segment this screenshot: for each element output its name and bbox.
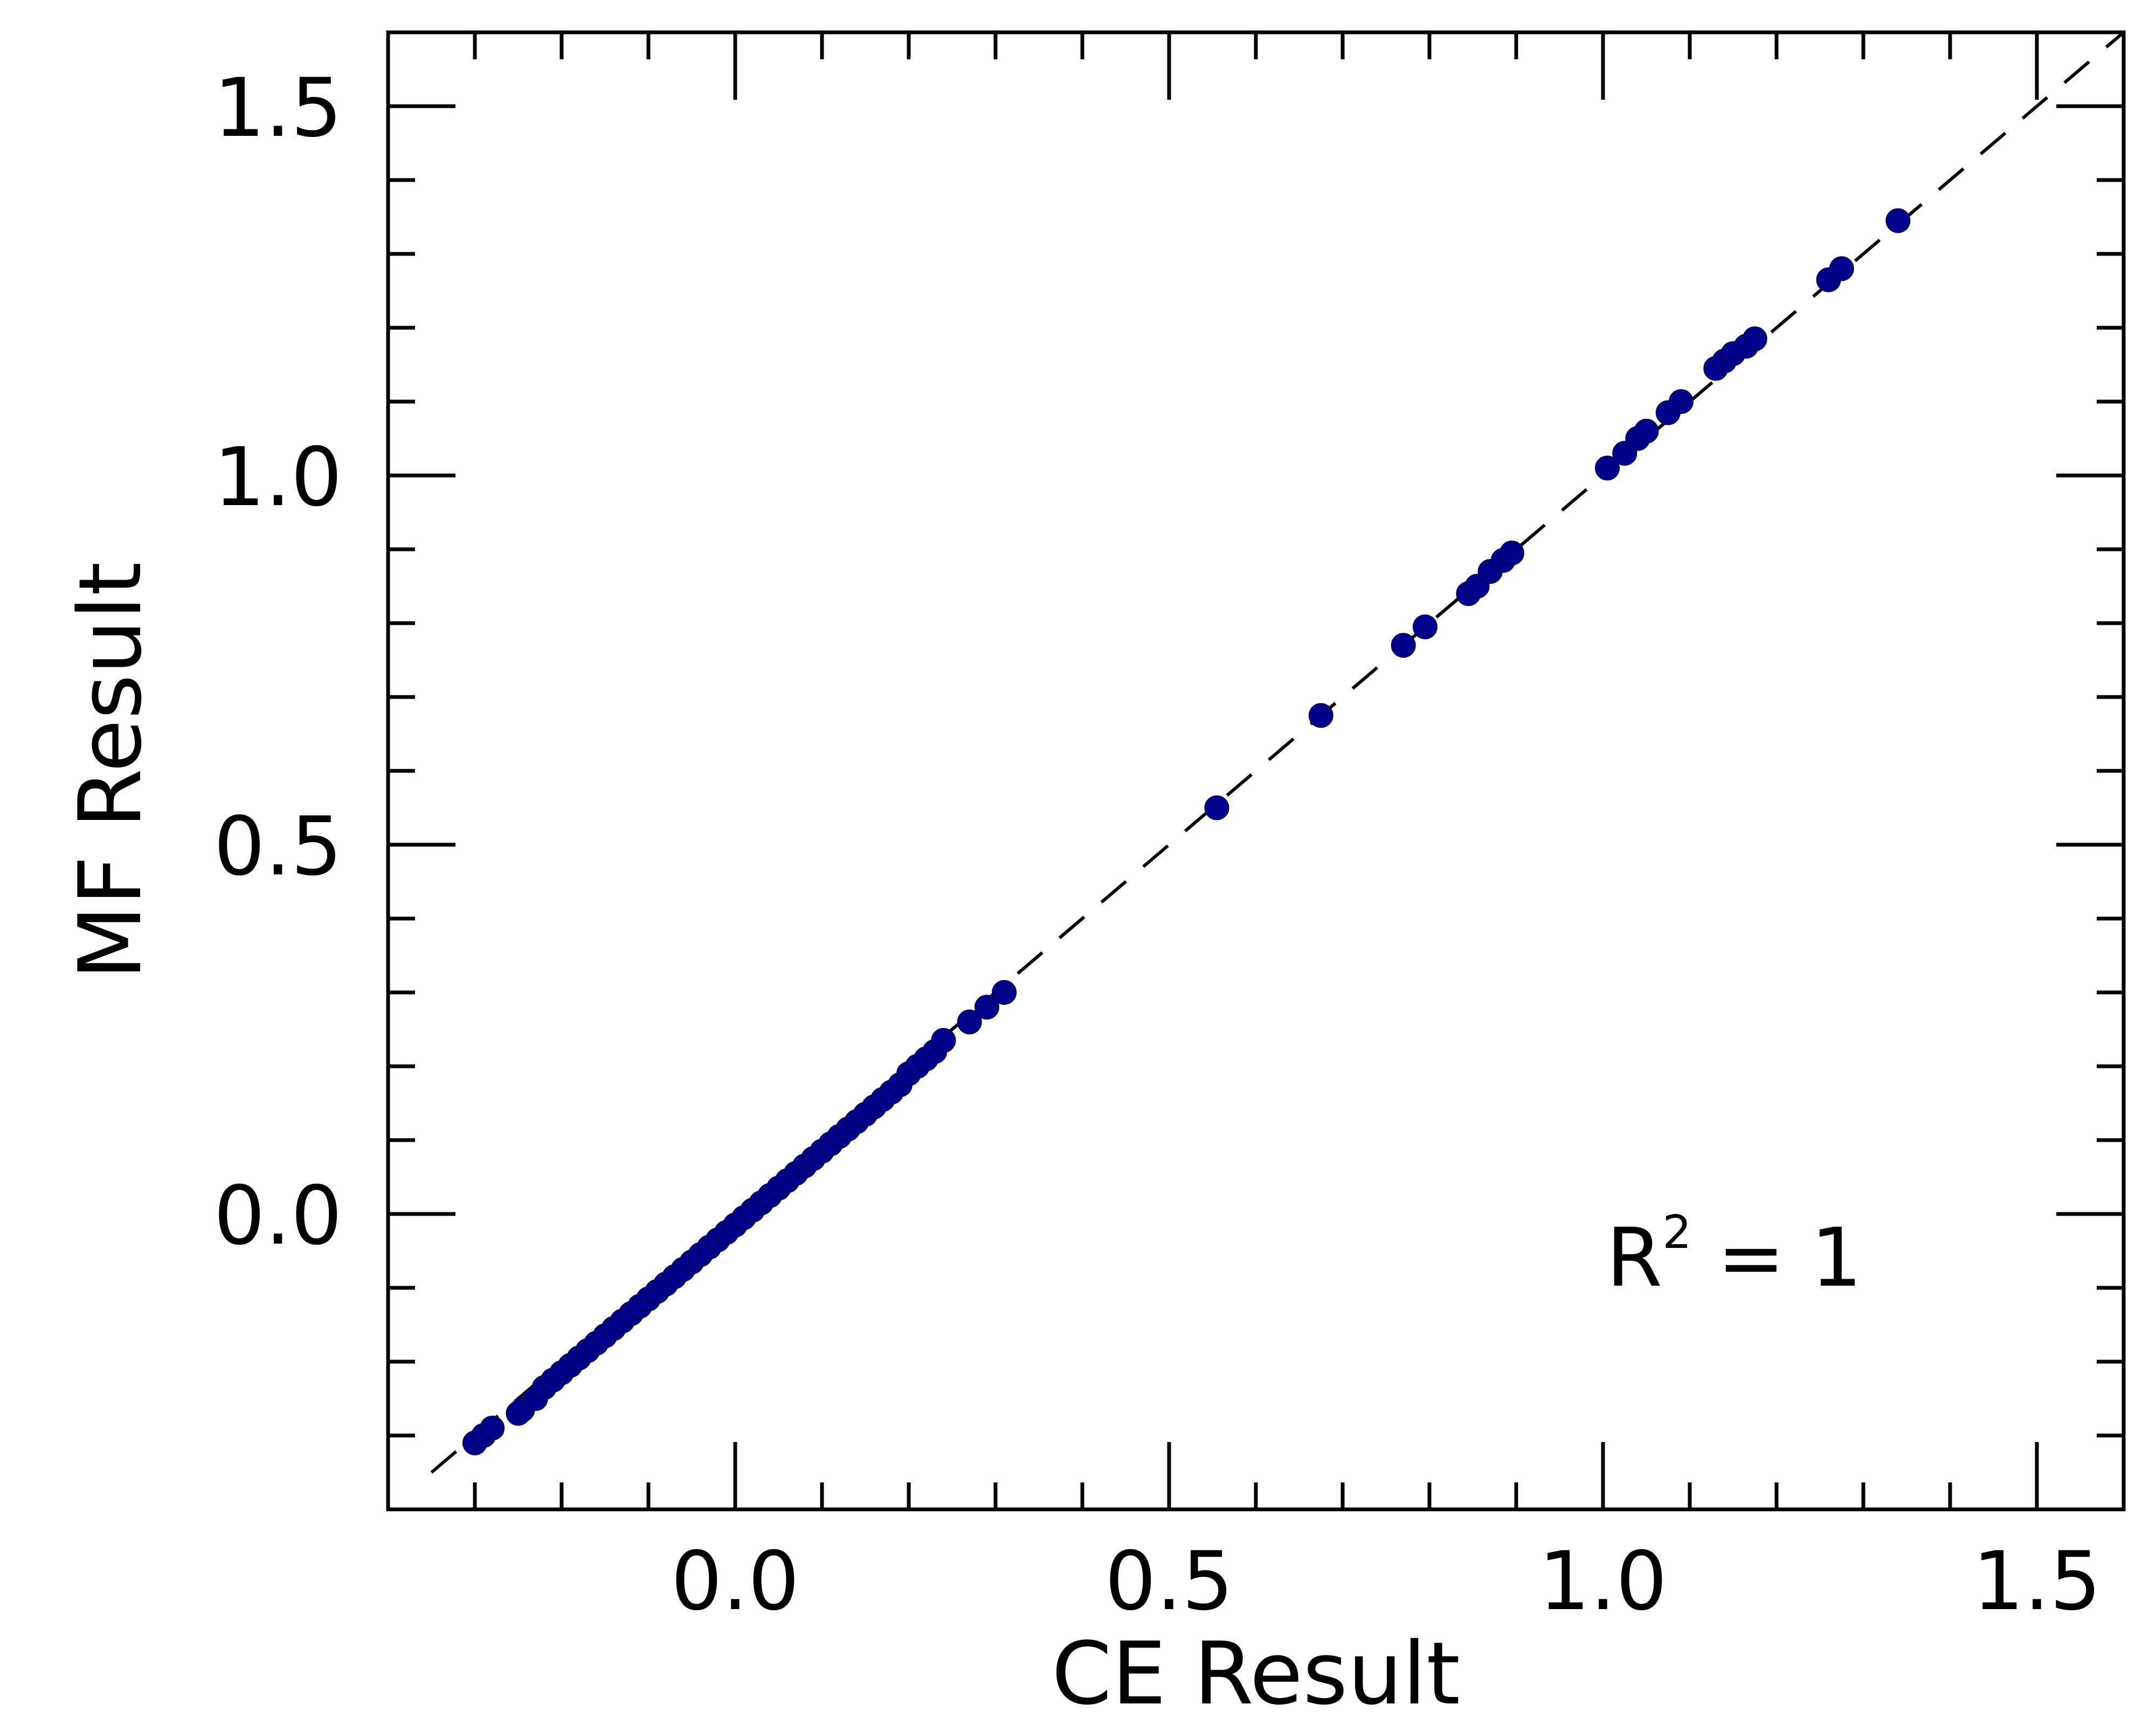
scatter-point <box>992 980 1017 1005</box>
scatter-point <box>1829 256 1854 281</box>
tick-labels: 0.0 0.5 1.0 1.5 0.0 0.5 1.0 1.5 <box>213 61 2101 1629</box>
y-tick-label: 1.0 <box>213 431 342 525</box>
scatter-point <box>1885 208 1911 233</box>
y-tick-label: 0.5 <box>213 800 342 894</box>
r-squared-annotation: R2 = 1 <box>1606 1206 1862 1305</box>
scatter-point <box>1308 703 1333 728</box>
scatter-point <box>957 1009 982 1034</box>
scatter-point <box>480 1416 505 1441</box>
scatter-point <box>1668 389 1694 414</box>
x-tick-label: 1.5 <box>1973 1535 2102 1629</box>
y-axis-title: MF Result <box>60 562 161 979</box>
reference-line-layer <box>430 31 2125 1474</box>
x-tick-label: 0.0 <box>671 1535 800 1629</box>
x-tick-label: 0.5 <box>1105 1535 1234 1629</box>
scatter-point <box>1204 795 1229 820</box>
r-squared-superscript: 2 <box>1662 1206 1691 1259</box>
x-tick-label: 1.0 <box>1539 1535 1668 1629</box>
x-axis-title: CE Result <box>1052 1623 1460 1724</box>
data-points <box>462 208 1911 1455</box>
identity-reference-line <box>430 31 2125 1474</box>
scatter-point <box>1742 326 1767 351</box>
scatter-point <box>974 995 999 1020</box>
r-squared-suffix: = 1 <box>1691 1211 1862 1305</box>
scatter-point <box>1634 418 1659 444</box>
scatter-point <box>1499 540 1524 565</box>
y-tick-label: 0.0 <box>213 1169 342 1263</box>
y-tick-label: 1.5 <box>213 61 342 155</box>
r-squared-base: R <box>1606 1211 1662 1305</box>
scatter-point <box>1412 614 1438 639</box>
scatter-point <box>931 1028 956 1053</box>
major-ticks <box>388 32 2124 1509</box>
minor-ticks <box>386 30 2126 1512</box>
scatter-point <box>1595 456 1620 481</box>
scatter-point <box>1391 633 1416 658</box>
